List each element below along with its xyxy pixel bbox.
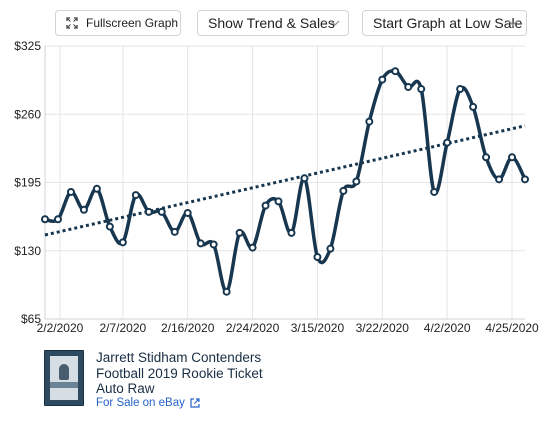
sale-point bbox=[521, 175, 529, 184]
sale-point bbox=[170, 227, 179, 236]
y-tick-label: $325 bbox=[14, 39, 41, 53]
graph-toolbar: Fullscreen Graph Show Trend & Sales Star… bbox=[0, 10, 550, 38]
x-tick-label: 4/2/2020 bbox=[424, 321, 471, 335]
sale-point bbox=[131, 191, 140, 200]
x-tick-label: 2/2/2020 bbox=[37, 321, 84, 335]
sale-point bbox=[222, 287, 231, 296]
sale-point bbox=[92, 184, 101, 193]
sale-point bbox=[79, 205, 88, 214]
sale-point bbox=[456, 85, 465, 94]
card-info: Jarrett Stidham Contenders Football 2019… bbox=[44, 350, 524, 410]
sale-point bbox=[183, 208, 192, 217]
sale-point bbox=[365, 117, 374, 126]
price-series-line bbox=[44, 69, 527, 294]
price-chart: $65 $130 $195 $260 $325 2/2/2020 2/7/2020 2/16/… bbox=[0, 36, 550, 341]
sale-point bbox=[66, 187, 75, 196]
x-tick-label: 2/16/2020 bbox=[161, 321, 215, 335]
chevron-down-icon bbox=[330, 20, 340, 26]
card-title-line: Jarrett Stidham Contenders bbox=[96, 350, 262, 365]
sale-point bbox=[430, 187, 439, 196]
sale-point bbox=[404, 82, 413, 91]
x-tick-label: 4/25/2020 bbox=[485, 321, 539, 335]
sale-point bbox=[326, 244, 335, 253]
sale-point bbox=[300, 174, 309, 183]
sale-point bbox=[248, 243, 257, 252]
sale-point bbox=[352, 177, 361, 186]
sale-point bbox=[443, 138, 452, 147]
card-title-line: Auto Raw bbox=[96, 381, 155, 396]
fullscreen-graph-button[interactable]: Fullscreen Graph bbox=[55, 10, 181, 36]
sale-point bbox=[391, 67, 400, 76]
sale-point bbox=[417, 85, 426, 94]
x-tick-label: 3/22/2020 bbox=[356, 321, 410, 335]
sale-point bbox=[469, 102, 478, 111]
expand-icon bbox=[66, 17, 78, 29]
sale-point bbox=[235, 228, 244, 237]
x-tick-label: 2/24/2020 bbox=[226, 321, 280, 335]
start-graph-label: Start Graph at Low Sale bbox=[373, 15, 523, 31]
sale-point bbox=[378, 75, 387, 84]
sale-point bbox=[508, 153, 517, 162]
fullscreen-graph-label: Fullscreen Graph bbox=[86, 16, 179, 30]
y-tick-label: $130 bbox=[14, 244, 41, 258]
sale-point bbox=[157, 207, 166, 216]
card-title-line: Football 2019 Rookie Ticket bbox=[96, 365, 263, 381]
x-tick-label: 3/15/2020 bbox=[291, 321, 345, 335]
sale-point bbox=[482, 153, 491, 162]
sale-point bbox=[41, 215, 49, 224]
sale-point bbox=[118, 238, 127, 247]
x-tick-label: 2/7/2020 bbox=[99, 321, 146, 335]
start-graph-select[interactable]: Start Graph at Low Sale bbox=[362, 10, 527, 36]
for-sale-ebay-link[interactable]: For Sale on eBay bbox=[96, 397, 200, 409]
card-thumbnail[interactable] bbox=[44, 350, 84, 406]
sale-point bbox=[287, 228, 296, 237]
sale-point bbox=[261, 201, 270, 210]
y-tick-label: $65 bbox=[21, 312, 41, 326]
sale-point bbox=[495, 175, 504, 184]
sale-point bbox=[274, 197, 283, 206]
sale-point bbox=[313, 253, 322, 262]
y-tick-label: $195 bbox=[14, 176, 41, 190]
show-trend-sales-label: Show Trend & Sales bbox=[208, 15, 335, 31]
chevron-down-icon bbox=[508, 20, 518, 26]
y-tick-label: $260 bbox=[14, 107, 41, 121]
card-title: Jarrett Stidham Contenders Football 2019… bbox=[96, 350, 296, 397]
sale-point bbox=[196, 239, 205, 248]
show-trend-sales-select[interactable]: Show Trend & Sales bbox=[197, 10, 349, 36]
sale-point bbox=[144, 207, 153, 216]
for-sale-ebay-label: For Sale on eBay bbox=[96, 397, 185, 409]
sale-point bbox=[53, 215, 62, 224]
sale-point bbox=[339, 186, 348, 195]
sale-point bbox=[209, 240, 218, 249]
sale-point bbox=[105, 222, 114, 231]
price-chart-svg: $65 $130 $195 $260 $325 2/2/2020 2/7/2020 2/16/… bbox=[14, 39, 539, 335]
external-link-icon bbox=[190, 398, 200, 408]
